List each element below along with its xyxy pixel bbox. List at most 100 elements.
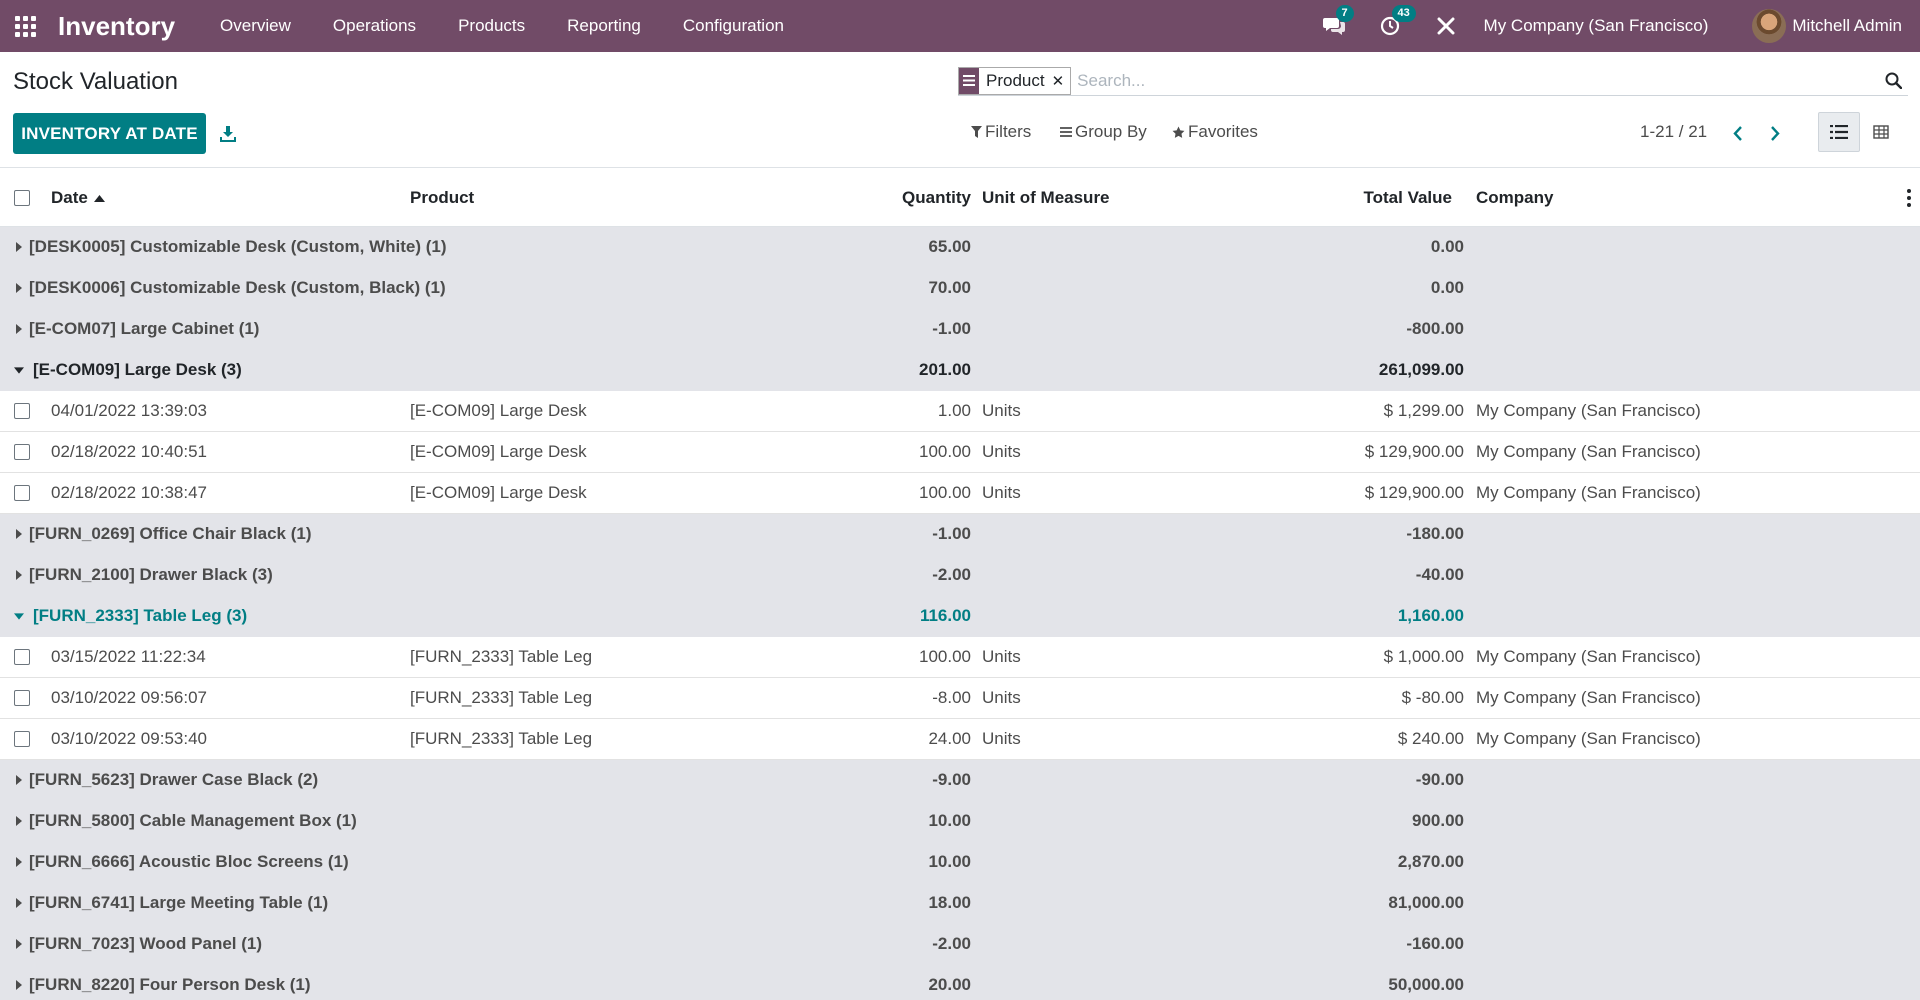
pager-previous[interactable] [1725,120,1751,146]
cell-uom: Units [982,483,1021,502]
user-menu[interactable]: Mitchell Admin [1730,0,1920,52]
group-total-value: 0.00 [1430,237,1464,256]
group-quantity: 18.00 [928,893,971,912]
group-row[interactable]: [FURN_5800] Cable Management Box (1) 10.0… [0,801,1920,842]
cell-date: 03/10/2022 09:56:07 [51,688,207,707]
table-header: Date Product Quantity Unit of Measure To… [0,170,1920,227]
group-row[interactable]: [DESK0006] Customizable Desk (Custom, Bl… [0,268,1920,309]
activity-menu[interactable]: 43 [1362,0,1418,52]
menu-operations[interactable]: Operations [332,16,417,35]
debug-tools-menu[interactable] [1418,0,1474,52]
table-row[interactable]: 02/18/2022 10:38:47 [E-COM09] Large Desk 1… [0,473,1920,514]
group-row[interactable]: [E-COM09] Large Desk (3) 201.00 261,099.00 [0,350,1920,391]
search-facet: Product ✕ [958,66,1072,95]
menu-reporting[interactable]: Reporting [567,16,641,35]
row-checkbox[interactable] [14,690,30,706]
table-row[interactable]: 03/10/2022 09:53:40 [FURN_2333] Table Leg… [0,719,1920,760]
table-row[interactable]: 04/01/2022 13:39:03 [E-COM09] Large Desk 1… [0,391,1920,432]
caret-down-icon [14,610,24,622]
table-row[interactable]: 03/10/2022 09:56:07 [FURN_2333] Table Leg… [0,678,1920,719]
group-row[interactable]: [FURN_6741] Large Meeting Table (1) 18.00… [0,883,1920,924]
app-brand[interactable]: Inventory [58,10,176,41]
app-menu-icon[interactable] [0,0,50,52]
caret-right-icon [14,897,24,909]
cell-product: [E-COM09] Large Desk [410,483,587,502]
table-row[interactable]: 03/15/2022 11:22:34 [FURN_2333] Table Leg… [0,637,1920,678]
group-total-value: 2,870.00 [1397,852,1464,871]
group-label: [DESK0005] Customizable Desk (Custom, Wh… [29,237,447,256]
group-by-dropdown[interactable]: Group By [1060,122,1147,142]
row-checkbox[interactable] [14,731,30,747]
group-row[interactable]: [DESK0005] Customizable Desk (Custom, Wh… [0,227,1920,268]
group-total-value: -160.00 [1406,934,1464,953]
group-row[interactable]: [FURN_5623] Drawer Case Black (2) -9.00 -9… [0,760,1920,801]
list-view-button[interactable] [1818,112,1860,152]
search-input[interactable] [1077,70,1858,91]
menu-overview[interactable]: Overview [220,16,291,35]
caret-right-icon [14,282,24,294]
cell-quantity: 24.00 [928,729,971,748]
row-checkbox[interactable] [14,485,30,501]
group-row[interactable]: [FURN_6666] Acoustic Bloc Screens (1) 10.… [0,842,1920,883]
group-total-value: 1,160.00 [1397,606,1464,625]
menu-products[interactable]: Products [458,16,526,35]
group-total-value: -180.00 [1406,524,1464,543]
column-total-value[interactable]: Total Value [1363,188,1453,207]
search-icon[interactable] [1878,66,1908,96]
cell-uom: Units [982,401,1021,420]
optional-columns-icon[interactable] [1906,189,1912,207]
facet-value: Product [979,67,1050,94]
column-product[interactable]: Product [410,188,475,207]
select-all-checkbox[interactable] [14,190,30,206]
group-label: [FURN_6741] Large Meeting Table (1) [29,893,329,912]
group-total-value: 81,000.00 [1388,893,1464,912]
group-total-value: -800.00 [1406,319,1464,338]
user-name: Mitchell Admin [1792,16,1902,35]
group-row[interactable]: [FURN_0269] Office Chair Black (1) -1.00 -… [0,514,1920,555]
group-row[interactable]: [FURN_7023] Wood Panel (1) -2.00 -160.00 [0,924,1920,965]
column-uom[interactable]: Unit of Measure [982,188,1110,207]
messaging-menu[interactable]: 7 [1306,0,1362,52]
column-date[interactable]: Date [51,188,105,208]
row-checkbox[interactable] [14,444,30,460]
pager-next[interactable] [1762,120,1788,146]
group-row[interactable]: [FURN_2100] Drawer Black (3) -2.00 -40.00 [0,555,1920,596]
group-quantity: 116.00 [919,606,971,625]
menu-configuration[interactable]: Configuration [682,16,784,35]
group-label: [FURN_2100] Drawer Black (3) [29,565,273,584]
group-label: [FURN_0269] Office Chair Black (1) [29,524,312,543]
table-row[interactable]: 02/18/2022 10:40:51 [E-COM09] Large Desk 1… [0,432,1920,473]
column-company[interactable]: Company [1476,188,1554,207]
group-row[interactable]: [E-COM07] Large Cabinet (1) -1.00 -800.00 [0,309,1920,350]
group-quantity: 70.00 [928,278,971,297]
group-quantity: 201.00 [919,360,971,379]
export-button[interactable] [214,118,242,148]
group-label: [DESK0006] Customizable Desk (Custom, Bl… [29,278,446,297]
cell-date: 04/01/2022 13:39:03 [51,401,207,420]
group-quantity: -1.00 [932,319,971,338]
inventory-at-date-button[interactable]: INVENTORY AT DATE [13,113,206,154]
stock-valuation-list: Date Product Quantity Unit of Measure To… [0,170,1920,1000]
cell-uom: Units [982,729,1021,748]
activities-badge: 43 [1391,5,1416,22]
filters-dropdown[interactable]: Filters [971,122,1031,142]
group-quantity: -1.00 [932,524,971,543]
cell-total-value: $ 129,900.00 [1364,483,1464,502]
group-label: [FURN_5623] Drawer Case Black (2) [29,770,319,789]
group-label: [FURN_2333] Table Leg (3) [33,606,248,625]
top-navbar: Inventory Overview Operations Products R… [0,0,1920,52]
company-switcher[interactable]: My Company (San Francisco) [1483,16,1709,35]
column-quantity[interactable]: Quantity [902,188,971,207]
caret-right-icon [14,979,24,991]
cell-company: My Company (San Francisco) [1476,647,1701,666]
row-checkbox[interactable] [14,403,30,419]
group-total-value: 0.00 [1430,278,1464,297]
cell-product: [E-COM09] Large Desk [410,442,587,461]
row-checkbox[interactable] [14,649,30,665]
pager-value[interactable]: 1-21 / 21 [1640,122,1708,141]
pivot-view-button[interactable] [1860,112,1902,152]
facet-remove-icon[interactable]: ✕ [1049,67,1071,94]
group-row[interactable]: [FURN_2333] Table Leg (3) 116.00 1,160.00 [0,596,1920,637]
group-row[interactable]: [FURN_8220] Four Person Desk (1) 20.00 50,… [0,965,1920,1000]
favorites-dropdown[interactable]: Favorites [1172,122,1258,142]
